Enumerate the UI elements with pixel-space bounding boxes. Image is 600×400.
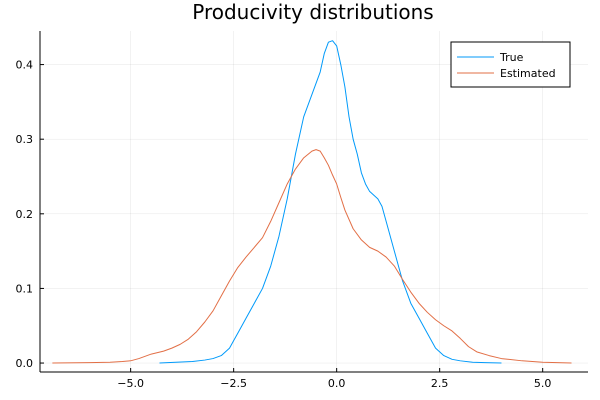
y-tick-label: 0.4	[16, 59, 34, 72]
y-tick-label: 0.3	[16, 133, 34, 146]
x-tick-label: 2.5	[431, 377, 449, 390]
legend-label-true: True	[499, 51, 524, 64]
series-line-true	[159, 40, 502, 364]
axes	[39, 31, 588, 373]
y-tick-label: 0.0	[16, 357, 34, 370]
legend-box	[450, 41, 571, 88]
series-group	[52, 40, 572, 364]
x-tick-label: −5.0	[117, 377, 144, 390]
y-tick-label: 0.2	[16, 208, 34, 221]
tick-labels: −5.0 −2.5 0.0 2.5 5.0 0.0 0.1 0.2 0.3 0.4	[16, 59, 552, 390]
x-tick-label: −2.5	[220, 377, 247, 390]
legend-label-estimated: Estimated	[500, 67, 556, 80]
y-tick-label: 0.1	[16, 282, 34, 295]
chart-title: Producivity distributions	[192, 0, 433, 24]
x-tick-label: 5.0	[534, 377, 552, 390]
series-line-estimated	[52, 149, 572, 364]
x-tick-label: 0.0	[328, 377, 346, 390]
legend: True Estimated	[450, 41, 571, 88]
